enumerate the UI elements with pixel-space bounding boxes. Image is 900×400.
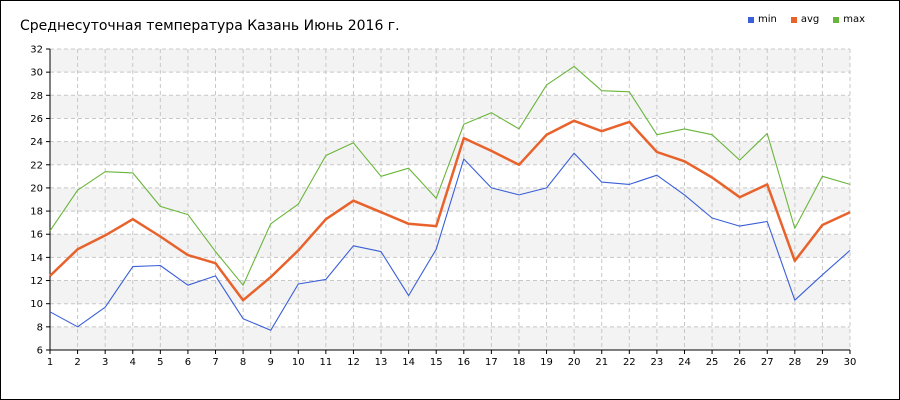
y-tick-label: 24 — [30, 137, 43, 148]
x-tick-label: 20 — [568, 357, 581, 368]
series-line-max — [49, 65, 851, 286]
series-line-avg — [49, 119, 851, 302]
x-tick-label: 25 — [706, 357, 719, 368]
legend-label-avg: avg — [800, 14, 820, 25]
y-tick-label: 10 — [30, 299, 43, 310]
x-tick-label: 16 — [457, 357, 470, 368]
x-tick-label: 5 — [157, 357, 163, 368]
x-tick-label: 21 — [595, 357, 608, 368]
x-tick-label: 3 — [102, 357, 108, 368]
y-tick-label: 12 — [30, 276, 43, 287]
grid-band — [50, 234, 850, 258]
x-tick-label: 19 — [540, 357, 553, 368]
grid-band — [50, 187, 850, 212]
y-tick-label: 6 — [37, 346, 43, 357]
y-tick-label: 28 — [30, 91, 43, 102]
legend-label-max: max — [843, 14, 866, 25]
x-tick-label: 27 — [761, 357, 774, 368]
grid-band — [50, 280, 850, 304]
y-tick-label: 8 — [37, 322, 43, 333]
x-tick-label: 1 — [47, 357, 53, 368]
x-tick-label: 29 — [816, 357, 829, 368]
x-tick-label: 4 — [130, 357, 136, 368]
legend-swatch-min — [748, 16, 754, 23]
grid-band — [50, 95, 850, 119]
x-tick-label: 2 — [74, 357, 80, 368]
x-tick-label: 11 — [319, 357, 332, 368]
y-tick-label: 22 — [30, 160, 43, 171]
x-tick-label: 24 — [678, 357, 691, 368]
y-tick-label: 18 — [30, 207, 43, 218]
x-tick-label: 22 — [623, 357, 636, 368]
legend-label-min: min — [758, 14, 777, 25]
chart-legend: min avg max — [748, 14, 865, 25]
x-tick-label: 7 — [212, 357, 218, 368]
x-tick-label: 23 — [651, 357, 664, 368]
x-tick-label: 12 — [347, 357, 360, 368]
x-tick-label: 6 — [185, 357, 191, 368]
legend-swatch-max — [833, 16, 840, 23]
x-tick-label: 28 — [788, 357, 801, 368]
x-tick-label: 10 — [292, 357, 305, 368]
y-tick-label: 26 — [30, 114, 43, 125]
x-tick-label: 26 — [733, 357, 746, 368]
y-tick-label: 30 — [30, 68, 43, 79]
x-tick-label: 13 — [375, 357, 388, 368]
y-tick-label: 16 — [30, 230, 43, 241]
legend-item-min: min — [748, 14, 777, 25]
x-tick-label: 17 — [485, 357, 498, 368]
x-tick-label: 15 — [430, 357, 443, 368]
legend-swatch-avg — [790, 16, 797, 23]
series-line-min — [49, 152, 851, 331]
legend-item-max: max — [833, 14, 865, 25]
x-tick-label: 14 — [402, 357, 415, 368]
y-tick-label: 14 — [30, 253, 43, 264]
grid-band — [50, 49, 850, 73]
grid-band — [50, 141, 850, 165]
x-tick-label: 30 — [844, 357, 857, 368]
x-tick-label: 9 — [268, 357, 274, 368]
x-tick-label: 8 — [240, 357, 246, 368]
x-tick-label: 18 — [513, 357, 526, 368]
y-tick-label: 20 — [30, 183, 43, 194]
grid-band — [50, 326, 850, 350]
legend-item-avg: avg — [790, 14, 820, 25]
y-tick-label: 32 — [30, 45, 43, 56]
chart-title: Среднесуточная температура Казань Июнь 2… — [20, 18, 400, 34]
